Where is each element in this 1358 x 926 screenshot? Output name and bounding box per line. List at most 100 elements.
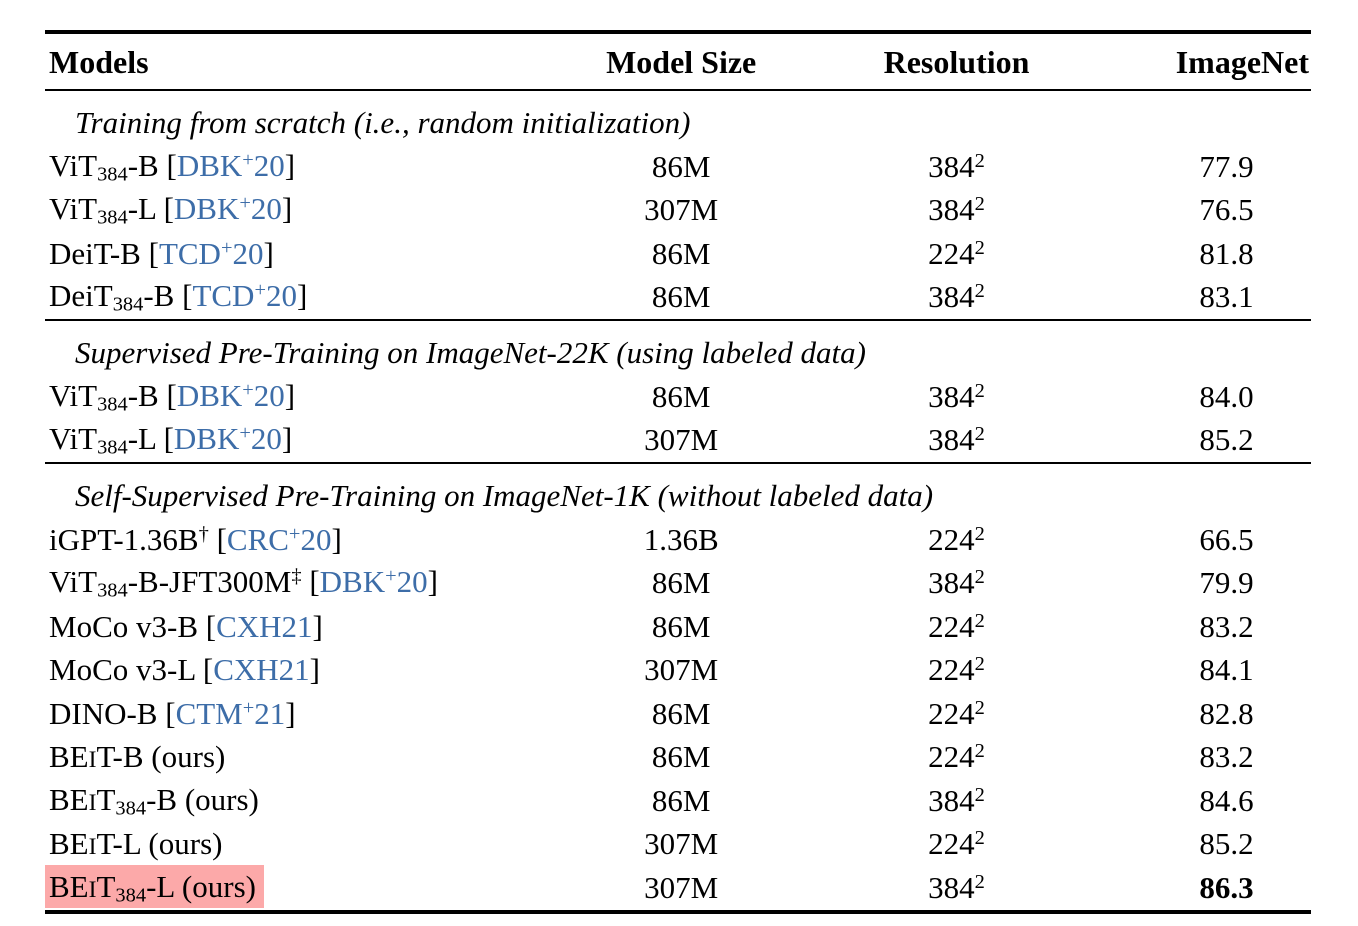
model-name-cell: BEIT-B (ours) xyxy=(45,736,551,780)
model-name-part: DINO-B [ xyxy=(49,695,176,731)
citation-link[interactable]: 20 xyxy=(396,564,428,599)
citation-superscript[interactable]: + xyxy=(239,421,251,444)
model-subscript: 384 xyxy=(97,163,128,185)
citation-superscript[interactable]: + xyxy=(242,378,254,401)
resolution-value: 2242 xyxy=(811,232,1102,276)
resolution-exponent: 2 xyxy=(974,522,985,545)
model-name-part: ViT xyxy=(49,191,98,226)
model-subscript: 384 xyxy=(97,393,128,415)
model-name-part: -B [ xyxy=(127,147,177,183)
model-smallcap: I xyxy=(88,834,97,861)
model-name: ViT384-L [DBK+20] xyxy=(49,191,292,229)
model-name-part: BE xyxy=(49,868,89,904)
citation-link[interactable]: 21 xyxy=(254,695,286,731)
model-size-value: 86M xyxy=(651,279,711,315)
model-name-cell: ViT384-L [DBK+20] xyxy=(45,419,551,464)
citation-link[interactable]: DBK xyxy=(176,377,243,413)
citation-link[interactable]: 20 xyxy=(232,235,264,271)
model-name-part: -L [ xyxy=(127,191,174,226)
resolution-exponent: 2 xyxy=(974,236,985,259)
model-name-part: [ xyxy=(301,564,320,599)
model-size-value: 307M xyxy=(644,192,719,228)
resolution-value: 2242 xyxy=(811,518,1102,562)
model-smallcap: I xyxy=(88,876,97,903)
citation-superscript[interactable]: + xyxy=(220,236,233,259)
table-row: BEIT-L (ours) 307M 2242 85.2 xyxy=(45,823,1311,867)
resolution-exponent: 2 xyxy=(974,193,985,216)
resolution-base: 384 xyxy=(928,869,975,905)
model-name-part: ] xyxy=(285,695,296,731)
model-name: MoCo v3-B [CXH21] xyxy=(49,609,323,644)
imagenet-accuracy-value: 79.9 xyxy=(1199,565,1254,601)
citation-link[interactable]: 20 xyxy=(265,278,297,313)
resolution-base: 384 xyxy=(928,422,975,458)
citation-superscript[interactable]: + xyxy=(254,278,266,301)
imagenet-accuracy-value: 83.1 xyxy=(1199,279,1254,315)
table-row: BEIT384-L (ours) 307M 3842 86.3 xyxy=(45,864,1311,912)
citation-link[interactable]: 20 xyxy=(250,191,282,226)
citation-link[interactable]: CTM xyxy=(175,695,243,731)
citation-link[interactable]: 20 xyxy=(300,521,332,557)
citation-link[interactable]: DBK xyxy=(173,421,240,456)
resolution-exponent: 2 xyxy=(974,696,985,719)
model-name: BEIT-B (ours) xyxy=(49,739,225,774)
imagenet-accuracy-value: 84.1 xyxy=(1199,652,1254,688)
model-name: MoCo v3-L [CXH21] xyxy=(49,652,320,687)
model-name-cell: MoCo v3-B [CXH21] xyxy=(45,605,551,649)
model-name-part: ] xyxy=(263,235,274,271)
citation-link[interactable]: CXH21 xyxy=(213,652,310,688)
citation-link[interactable]: CRC xyxy=(226,521,289,557)
citation-superscript[interactable]: + xyxy=(242,696,255,719)
resolution-exponent: 2 xyxy=(974,280,985,303)
citation-link[interactable]: DBK xyxy=(173,191,240,226)
model-name-part: DeiT xyxy=(49,278,113,313)
model-name-part: T-B (ours) xyxy=(96,739,226,775)
column-header-model-size: Model Size xyxy=(551,32,811,91)
model-name-part: ] xyxy=(427,564,438,599)
resolution-value: 2242 xyxy=(811,649,1102,693)
table-row: BEIT384-B (ours) 86M 3842 84.6 xyxy=(45,779,1311,823)
citation-link[interactable]: DBK xyxy=(176,147,243,183)
model-name-cell: BEIT384-B (ours) xyxy=(45,779,551,823)
citation-link[interactable]: CXH21 xyxy=(216,608,313,644)
imagenet-accuracy-value: 77.9 xyxy=(1199,148,1254,184)
citation-superscript[interactable]: + xyxy=(385,564,397,587)
header-row: Models Model Size Resolution ImageNet xyxy=(45,32,1311,91)
model-name-part: ViT xyxy=(49,377,98,413)
citation-link[interactable]: TCD xyxy=(192,278,255,313)
model-name-part: ] xyxy=(281,421,293,456)
citation-link[interactable]: 20 xyxy=(253,147,285,183)
resolution-exponent: 2 xyxy=(974,149,985,172)
model-name-part: -B [ xyxy=(143,278,193,313)
resolution-value: 3842 xyxy=(811,276,1102,321)
model-name-cell: DeiT-B [TCD+20] xyxy=(45,232,551,276)
paper-table-container: Models Model Size Resolution ImageNet Tr… xyxy=(45,30,1311,914)
table-row: DINO-B [CTM+21] 86M 2242 82.8 xyxy=(45,692,1311,736)
model-name-part: ] xyxy=(284,377,296,413)
citation-link[interactable]: 20 xyxy=(250,421,282,456)
model-size-value: 307M xyxy=(644,869,719,905)
model-smallcap: I xyxy=(88,789,97,816)
citation-link[interactable]: 20 xyxy=(253,377,285,413)
model-size-value: 1.36B xyxy=(643,521,719,557)
model-subscript: 384 xyxy=(115,884,147,906)
table-row: ViT384-L [DBK+20] 307M 3842 85.2 xyxy=(45,419,1311,464)
model-name-cell: BEIT384-L (ours) xyxy=(45,864,551,912)
model-name-part: ] xyxy=(284,147,296,183)
citation-superscript[interactable]: + xyxy=(242,148,254,171)
model-name-part: BE xyxy=(49,739,89,775)
citation-link[interactable]: TCD xyxy=(158,235,221,271)
model-name-part: ] xyxy=(296,278,308,313)
model-size-value: 307M xyxy=(644,652,719,688)
model-name: DINO-B [CTM+21] xyxy=(49,696,296,731)
citation-superscript[interactable]: + xyxy=(288,522,301,545)
citation-superscript[interactable]: + xyxy=(239,191,251,214)
model-name-cell: ViT384-B [DBK+20] xyxy=(45,145,551,189)
model-name-part: -B (ours) xyxy=(146,781,259,817)
model-size-value: 86M xyxy=(651,782,711,818)
citation-link[interactable]: DBK xyxy=(319,564,386,599)
model-size-value: 307M xyxy=(644,826,719,862)
section-title: Supervised Pre-Training on ImageNet-22K … xyxy=(45,319,1311,375)
model-name-part: ViT xyxy=(49,421,98,456)
column-header-imagenet: ImageNet xyxy=(1102,32,1311,91)
